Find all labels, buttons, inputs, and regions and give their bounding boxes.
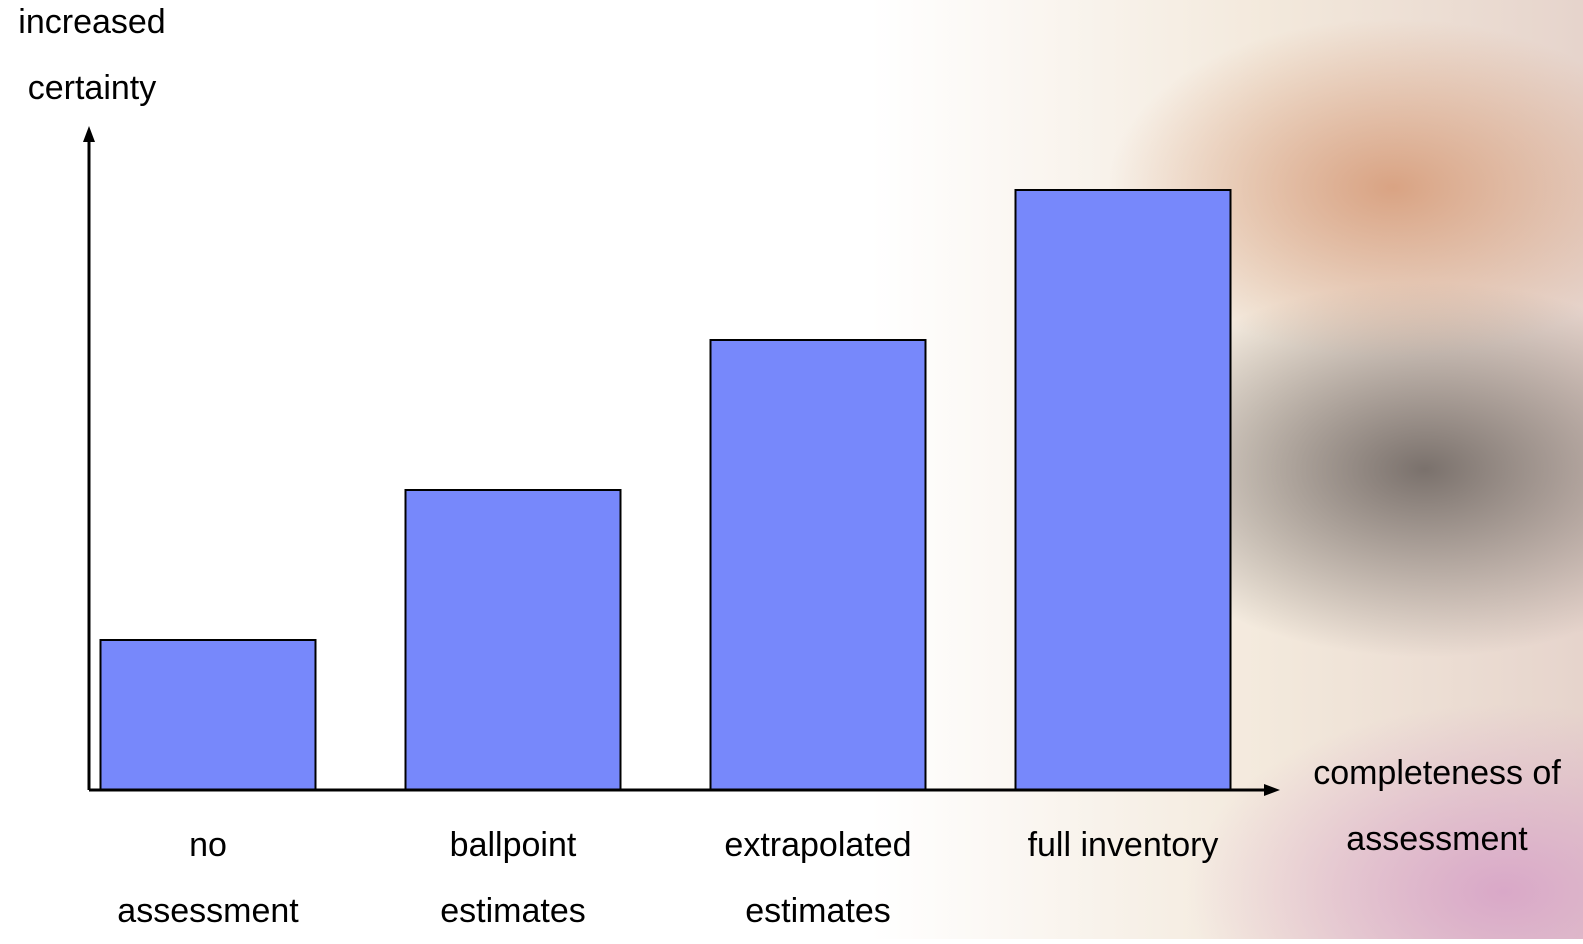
bar xyxy=(404,489,622,791)
bar xyxy=(709,339,927,791)
x-tick-label: no assessment xyxy=(117,826,299,930)
x-axis-title: completeness of assessment xyxy=(1313,754,1561,858)
bar xyxy=(1014,189,1232,791)
x-tick-label: full inventory xyxy=(1027,826,1219,864)
bar xyxy=(99,639,317,791)
x-axis-arrow xyxy=(1264,784,1280,796)
x-tick-label: extrapolated estimates xyxy=(724,826,912,930)
y-axis-title: increased certainty xyxy=(18,3,166,107)
y-axis-arrow xyxy=(83,126,95,142)
x-tick-label: ballpoint estimates xyxy=(440,826,586,930)
